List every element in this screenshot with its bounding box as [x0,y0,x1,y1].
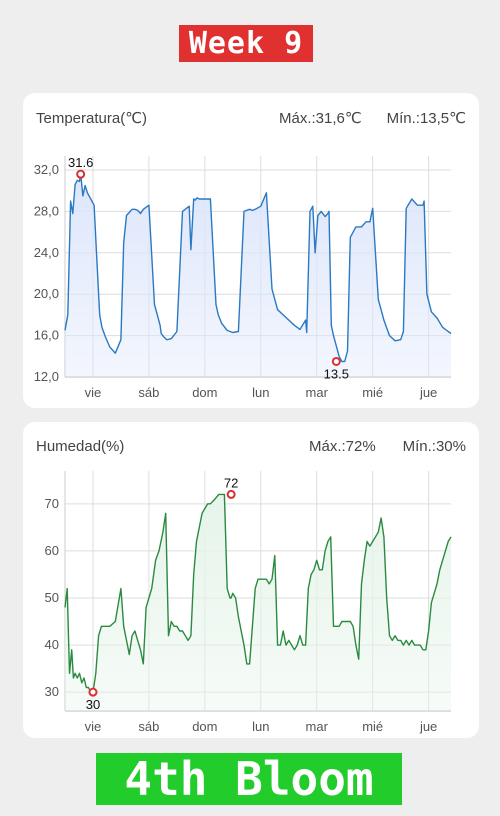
temperature-peak-marker [76,169,86,179]
temperature-title: Temperatura(℃) [36,110,148,127]
humidity-xtick-label: jue [419,719,437,734]
humidity-ytick-label: 60 [45,543,59,558]
temperature-series-line [64,173,452,363]
temperature-chart: 12,0 16,0 20,0 24,0 28,0 32,0 vie sáb dom lun mar m… [34,155,452,400]
temperature-xtick-label: dom [192,385,217,400]
temperature-ytick-label: 12,0 [34,369,59,384]
humidity-min: Mín.:30% [402,438,466,455]
humidity-ytick-label: 50 [45,590,59,605]
humidity-chart: 30 40 50 60 70 vie sáb dom lun mar mié jue 72 30 [45,471,452,734]
temperature-max: Máx.:31,6℃ [279,110,362,127]
humidity-trough-marker [88,687,98,697]
humidity-ytick-label: 30 [45,684,59,699]
humidity-peak-marker [226,489,236,499]
humidity-xtick-label: mar [306,719,329,734]
temperature-peak-label: 31.6 [68,155,93,170]
humidity-series-line [64,493,452,693]
temperature-xtick-label: lun [252,385,269,400]
temperature-ytick-label: 24,0 [34,245,59,260]
humidity-xtick-label: mié [362,719,383,734]
stage-badge: 4th Bloom [96,753,402,805]
temperature-card: Temperatura(℃) Máx.:31,6℃ Mín.:13,5℃ 12,… [23,93,479,408]
humidity-peak-label: 72 [224,475,238,490]
temperature-ytick-label: 20,0 [34,286,59,301]
temperature-xtick-label: sáb [138,385,159,400]
humidity-xtick-label: vie [85,719,102,734]
temperature-xtick-label: mar [306,385,329,400]
humidity-ytick-label: 40 [45,637,59,652]
temperature-trough-marker [331,356,341,366]
temperature-area [65,174,451,377]
humidity-ytick-label: 70 [45,496,59,511]
humidity-area [65,494,451,711]
humidity-title: Humedad(%) [36,438,125,455]
temperature-xtick-label: vie [85,385,102,400]
week-badge: Week 9 [179,25,313,62]
temperature-trough-label: 13.5 [324,366,349,381]
temperature-ytick-label: 16,0 [34,328,59,343]
humidity-xtick-label: sáb [138,719,159,734]
temperature-ytick-label: 28,0 [34,203,59,218]
humidity-xtick-label: dom [192,719,217,734]
temperature-min: Mín.:13,5℃ [386,110,466,127]
humidity-trough-label: 30 [86,697,100,712]
humidity-card: Humedad(%) Máx.:72% Mín.:30% 30 40 50 60 70 v… [23,422,479,738]
humidity-max: Máx.:72% [309,438,376,455]
temperature-ytick-label: 32,0 [34,162,59,177]
temperature-xtick-label: mié [362,385,383,400]
humidity-xtick-label: lun [252,719,269,734]
temperature-xtick-label: jue [419,385,437,400]
